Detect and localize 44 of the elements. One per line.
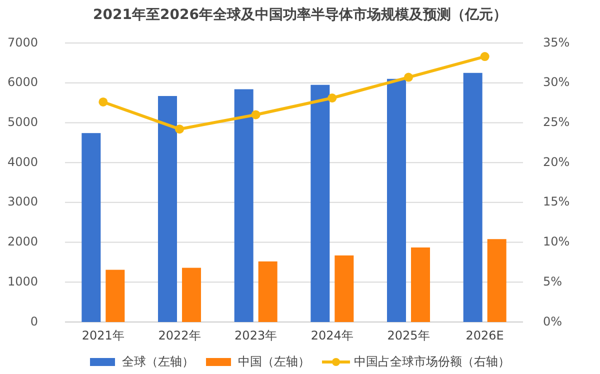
bar — [182, 268, 201, 322]
y2-tick-label: 30% — [543, 75, 570, 90]
bar — [334, 255, 354, 322]
y-tick-label: 4000 — [7, 154, 38, 169]
y2-tick-label: 15% — [543, 194, 570, 209]
bar — [106, 270, 125, 322]
point — [480, 52, 490, 62]
x-tick-label: 2022年 — [158, 328, 201, 342]
bar — [411, 247, 430, 322]
bar — [234, 89, 254, 322]
y-tick-label: 5000 — [7, 114, 38, 129]
y-tick-label: 2000 — [7, 234, 38, 249]
legend-label: 中国占全球市场份额（右轴） — [354, 354, 510, 368]
y-tick-label: 6000 — [7, 75, 38, 90]
point — [404, 72, 413, 82]
x-tick-label: 2021年 — [82, 328, 124, 342]
bar — [310, 84, 330, 322]
bar — [158, 96, 177, 322]
y2-tick-label: 10% — [543, 234, 570, 249]
bar — [463, 72, 482, 322]
point — [98, 97, 108, 106]
point — [251, 110, 260, 120]
y2-tick-label: 5% — [543, 274, 562, 288]
y2-tick-label: 20% — [543, 154, 570, 169]
bar — [258, 261, 278, 322]
x-tick-label: 2026E — [466, 328, 504, 342]
legend-label: 全球（左轴） — [122, 354, 194, 368]
y-tick-label: 0 — [30, 314, 38, 328]
y-tick-label: 1000 — [7, 274, 38, 288]
bar — [82, 133, 101, 322]
y2-tick-label: 25% — [543, 114, 570, 129]
bar — [387, 78, 406, 322]
bar — [487, 239, 506, 322]
legend-label: 中国（左轴） — [238, 354, 310, 368]
y2-tick-label: 35% — [543, 35, 570, 50]
point — [175, 124, 184, 134]
x-tick-label: 2023年 — [234, 328, 278, 342]
point — [328, 94, 337, 103]
x-tick-label: 2024年 — [310, 328, 354, 342]
x-tick-label: 2025年 — [387, 328, 430, 342]
y-tick-label: 3000 — [7, 194, 38, 209]
chart-title: 2021年至2026年全球及中国功率半导体市场规模及预测（亿元） — [93, 6, 507, 23]
y2-tick-label: 0% — [543, 314, 562, 328]
y-tick-label: 7000 — [7, 35, 38, 50]
